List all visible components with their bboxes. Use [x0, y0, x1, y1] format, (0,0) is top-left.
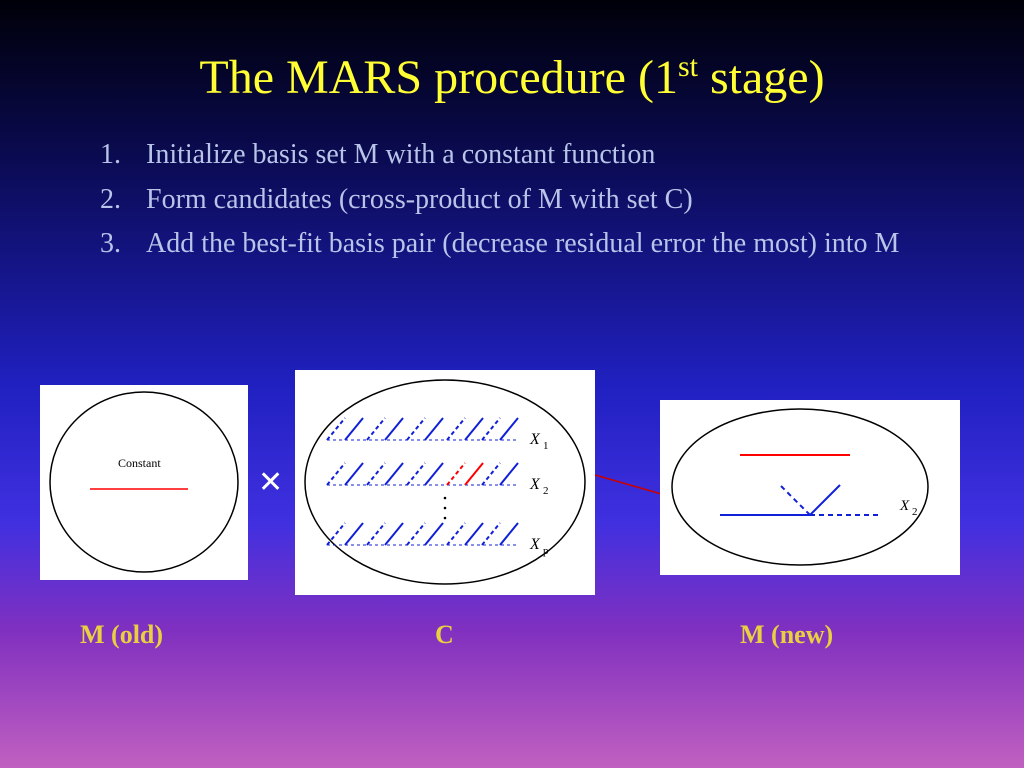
- list-number: 3.: [100, 224, 146, 265]
- svg-text:2: 2: [912, 506, 918, 518]
- svg-text:Constant: Constant: [118, 456, 161, 470]
- svg-text:X: X: [899, 498, 910, 514]
- c-svg: X1X2Xp: [295, 370, 595, 595]
- caption-m-new: M (new): [740, 620, 833, 650]
- caption-m-old: M (old): [80, 620, 163, 650]
- cross-product-icon: ✕: [258, 465, 283, 500]
- numbered-list: 1.Initialize basis set M with a constant…: [60, 135, 964, 265]
- list-text: Initialize basis set M with a constant f…: [146, 135, 655, 176]
- list-item: 2.Form candidates (cross-product of M wi…: [100, 180, 964, 221]
- caption-c: C: [435, 620, 454, 650]
- svg-text:X: X: [529, 431, 541, 448]
- title-suffix: stage): [698, 51, 825, 104]
- diagram-m-new: X2: [660, 400, 960, 575]
- diagram-c: X1X2Xp: [295, 370, 595, 595]
- svg-text:1: 1: [543, 440, 549, 452]
- title-prefix: The MARS procedure (1: [199, 51, 678, 104]
- svg-text:p: p: [543, 545, 549, 557]
- slide: The MARS procedure (1st stage) 1.Initial…: [0, 0, 1024, 768]
- list-item: 3.Add the best-fit basis pair (decrease …: [100, 224, 964, 265]
- list-text: Add the best-fit basis pair (decrease re…: [146, 224, 899, 265]
- list-number: 2.: [100, 180, 146, 221]
- slide-title: The MARS procedure (1st stage): [60, 50, 964, 105]
- svg-text:X: X: [529, 536, 541, 553]
- title-sup: st: [678, 50, 698, 83]
- diagram-m-old: Constant: [40, 385, 248, 580]
- m-old-svg: Constant: [40, 385, 248, 580]
- svg-text:X: X: [529, 476, 541, 493]
- list-text: Form candidates (cross-product of M with…: [146, 180, 693, 221]
- svg-text:2: 2: [543, 485, 549, 497]
- m-new-svg: X2: [660, 400, 960, 575]
- list-number: 1.: [100, 135, 146, 176]
- list-item: 1.Initialize basis set M with a constant…: [100, 135, 964, 176]
